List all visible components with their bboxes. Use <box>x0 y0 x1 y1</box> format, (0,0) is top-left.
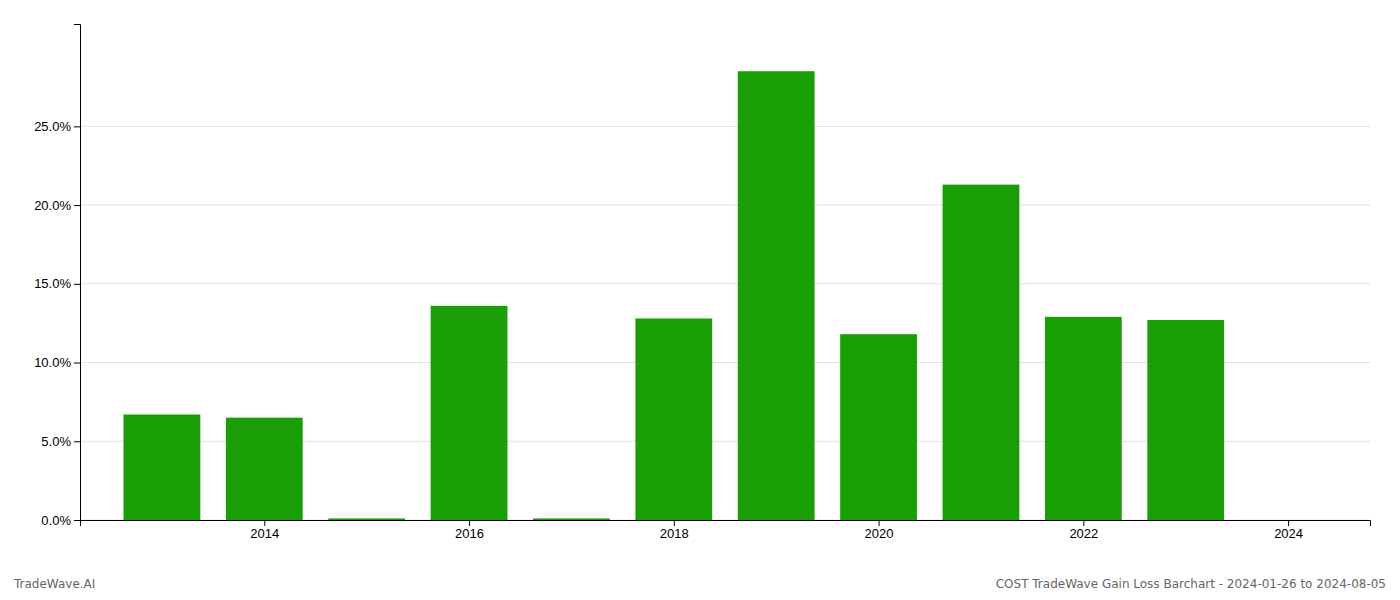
tick-mark <box>74 520 80 521</box>
bar <box>431 306 508 520</box>
tick-mark <box>74 126 80 127</box>
tick: 2018 <box>660 520 689 541</box>
bar <box>124 415 201 520</box>
grid-line <box>80 205 1370 206</box>
tick-label: 2016 <box>455 526 484 541</box>
tick: 5.0% <box>41 434 80 449</box>
tick: 20.0% <box>34 198 80 213</box>
bar <box>738 71 815 520</box>
tick: 2016 <box>455 520 484 541</box>
tick-label: 2024 <box>1274 526 1303 541</box>
tick-mark <box>74 441 80 442</box>
tick-label: 2022 <box>1069 526 1098 541</box>
tick-label: 0.0% <box>41 513 71 528</box>
plot-area: 2014 2016 2018 2020 2022 2024 0.0% 5.0% 10.0% 15.… <box>34 25 1370 542</box>
bar <box>840 334 917 520</box>
tick: 2014 <box>250 520 279 541</box>
tick-mark <box>74 284 80 285</box>
tick-mark <box>74 363 80 364</box>
tick-mark <box>74 205 80 206</box>
x-axis: 2014 2016 2018 2020 2022 2024 <box>81 520 1371 541</box>
tick-label: 25.0% <box>34 119 71 134</box>
grid <box>80 126 1370 520</box>
tick: 0.0% <box>41 513 80 528</box>
annotation: TradeWave.AI <box>13 577 95 591</box>
tick: 2024 <box>1274 520 1303 541</box>
tick-mark <box>879 520 880 526</box>
tick-label: 2020 <box>865 526 894 541</box>
tick: 25.0% <box>34 119 80 134</box>
tick-mark <box>1083 520 1084 526</box>
tick-label: 2014 <box>250 526 279 541</box>
bar <box>328 518 405 520</box>
tick: 2020 <box>865 520 894 541</box>
tick-label: 2018 <box>660 526 689 541</box>
tick: 2022 <box>1069 520 1098 541</box>
tick-mark <box>1288 520 1289 526</box>
bar <box>635 318 712 520</box>
y-axis: 0.0% 5.0% 10.0% 15.0% 20.0% 25.0% <box>34 25 80 528</box>
tick-label: 10.0% <box>34 355 71 370</box>
axis-line <box>74 25 81 521</box>
tick-mark <box>674 520 675 526</box>
tick-mark <box>264 520 265 526</box>
tick: 10.0% <box>34 355 80 370</box>
bar <box>1045 317 1122 520</box>
grid-line <box>80 126 1370 127</box>
bar <box>226 418 303 520</box>
tick: 15.0% <box>34 276 80 291</box>
grid-line <box>80 283 1370 284</box>
bars <box>124 71 1225 520</box>
chart: 2014 2016 2018 2020 2022 2024 0.0% 5.0% 10.0% 15.… <box>0 0 1400 600</box>
bar <box>943 185 1020 520</box>
annotation: COST TradeWave Gain Loss Barchart - 2024… <box>996 577 1386 591</box>
tick-label: 20.0% <box>34 198 71 213</box>
bar <box>533 518 610 520</box>
tick-mark <box>469 520 470 526</box>
axis-line <box>81 521 1371 527</box>
tick-label: 15.0% <box>34 276 71 291</box>
tick-label: 5.0% <box>41 434 71 449</box>
bar <box>1147 320 1224 520</box>
